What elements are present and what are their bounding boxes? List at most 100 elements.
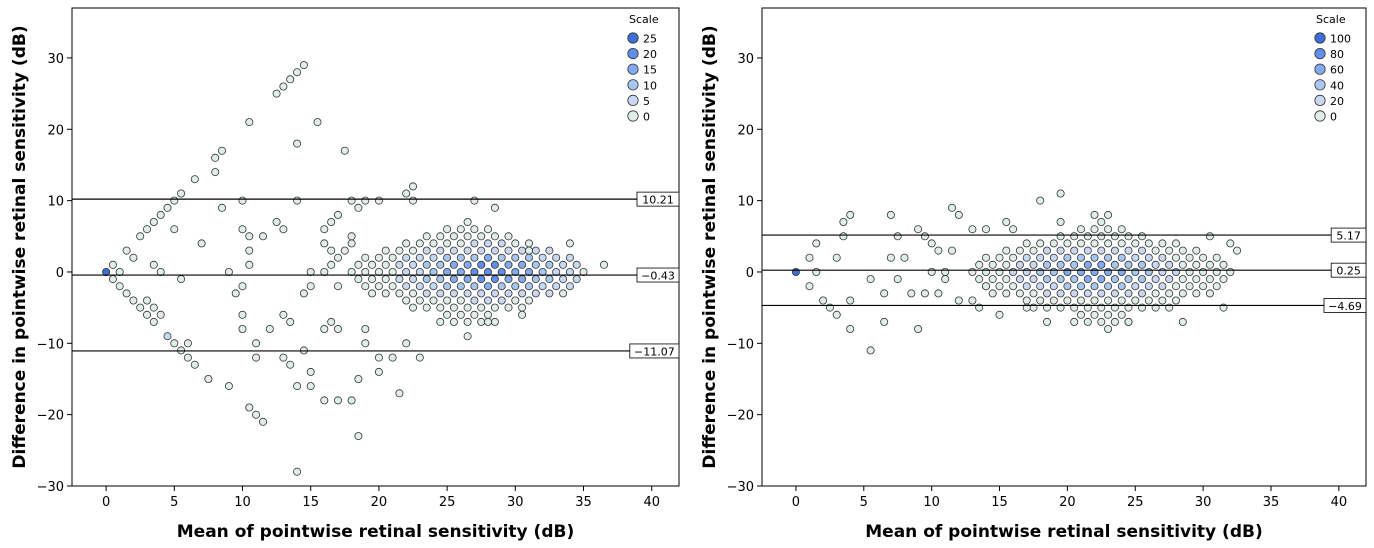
legend-label: 15 (643, 64, 657, 77)
data-point (1083, 232, 1092, 241)
data-point (1049, 239, 1058, 248)
data-point (449, 260, 458, 269)
data-point (408, 260, 417, 269)
data-point (954, 210, 963, 219)
data-point (832, 253, 841, 262)
data-point (190, 175, 199, 184)
data-point (149, 317, 158, 326)
data-point (477, 275, 486, 284)
data-point (1171, 267, 1180, 276)
data-point (408, 246, 417, 255)
data-point (1083, 260, 1092, 269)
data-point (1104, 267, 1113, 276)
data-point (1076, 296, 1085, 305)
data-point (252, 339, 261, 348)
data-point (415, 353, 424, 362)
data-point (1117, 282, 1126, 291)
data-point (463, 260, 472, 269)
data-point (136, 303, 145, 312)
data-point (1022, 296, 1031, 305)
data-point (388, 282, 397, 291)
data-point (497, 282, 506, 291)
data-point (1029, 246, 1038, 255)
data-point (177, 275, 186, 284)
data-point (914, 324, 923, 333)
data-point (211, 168, 220, 177)
data-point (1137, 246, 1146, 255)
data-point (456, 253, 465, 262)
data-point (374, 282, 383, 291)
data-point (395, 260, 404, 269)
data-point (1009, 267, 1018, 276)
data-point (920, 289, 929, 298)
data-point (1199, 282, 1208, 291)
data-point (463, 232, 472, 241)
data-point (108, 275, 117, 284)
data-point (1151, 260, 1160, 269)
legend-label: 5 (643, 95, 650, 108)
data-point (422, 303, 431, 312)
data-point (129, 296, 138, 305)
data-point (483, 282, 492, 291)
data-point (995, 282, 1004, 291)
data-point (483, 253, 492, 262)
data-point (1097, 246, 1106, 255)
data-point (1056, 217, 1065, 226)
data-point (552, 282, 561, 291)
data-point (1117, 310, 1126, 319)
data-point (1049, 282, 1058, 291)
y-tick-label: −10 (37, 337, 64, 352)
data-point (456, 225, 465, 234)
data-point (354, 203, 363, 212)
data-point (279, 225, 288, 234)
data-point (156, 210, 165, 219)
data-point (538, 253, 547, 262)
data-point (1185, 267, 1194, 276)
x-tick-label: 35 (575, 495, 592, 510)
data-point (490, 246, 499, 255)
data-point (408, 289, 417, 298)
data-point (190, 360, 199, 369)
data-point (217, 203, 226, 212)
data-point (927, 267, 936, 276)
data-point (1076, 310, 1085, 319)
data-point (1097, 289, 1106, 298)
data-point (449, 232, 458, 241)
data-point (320, 324, 329, 333)
data-point (170, 196, 179, 205)
data-point (238, 324, 247, 333)
data-point (415, 282, 424, 291)
data-point (217, 146, 226, 155)
y-tick-label: 10 (737, 195, 754, 210)
data-point (880, 289, 889, 298)
data-point (436, 275, 445, 284)
data-point (1076, 225, 1085, 234)
legend-swatch (627, 32, 639, 44)
data-point (354, 374, 363, 383)
data-point (402, 189, 411, 198)
data-point (422, 275, 431, 284)
left-chart-svg: 0 5 10 15 20 25 30 35 40 −30 −20 −10 0 10 20 30 Mean of … (10, 7, 680, 542)
data-point (1117, 253, 1126, 262)
data-point (1212, 267, 1221, 276)
data-point (368, 275, 377, 284)
limit-line-label-box (629, 343, 680, 359)
data-point (402, 296, 411, 305)
data-point (456, 282, 465, 291)
data-point (518, 289, 527, 298)
data-point (866, 275, 875, 284)
data-point (368, 289, 377, 298)
data-point (436, 317, 445, 326)
data-point (504, 289, 513, 298)
data-point (1131, 239, 1140, 248)
legend-swatch (1314, 63, 1326, 75)
data-point (1124, 260, 1133, 269)
data-point (299, 289, 308, 298)
data-point (839, 217, 848, 226)
data-point (1171, 296, 1180, 305)
data-point (402, 339, 411, 348)
data-point (361, 324, 370, 333)
data-point (545, 260, 554, 269)
data-point (1104, 282, 1113, 291)
data-point (1178, 317, 1187, 326)
